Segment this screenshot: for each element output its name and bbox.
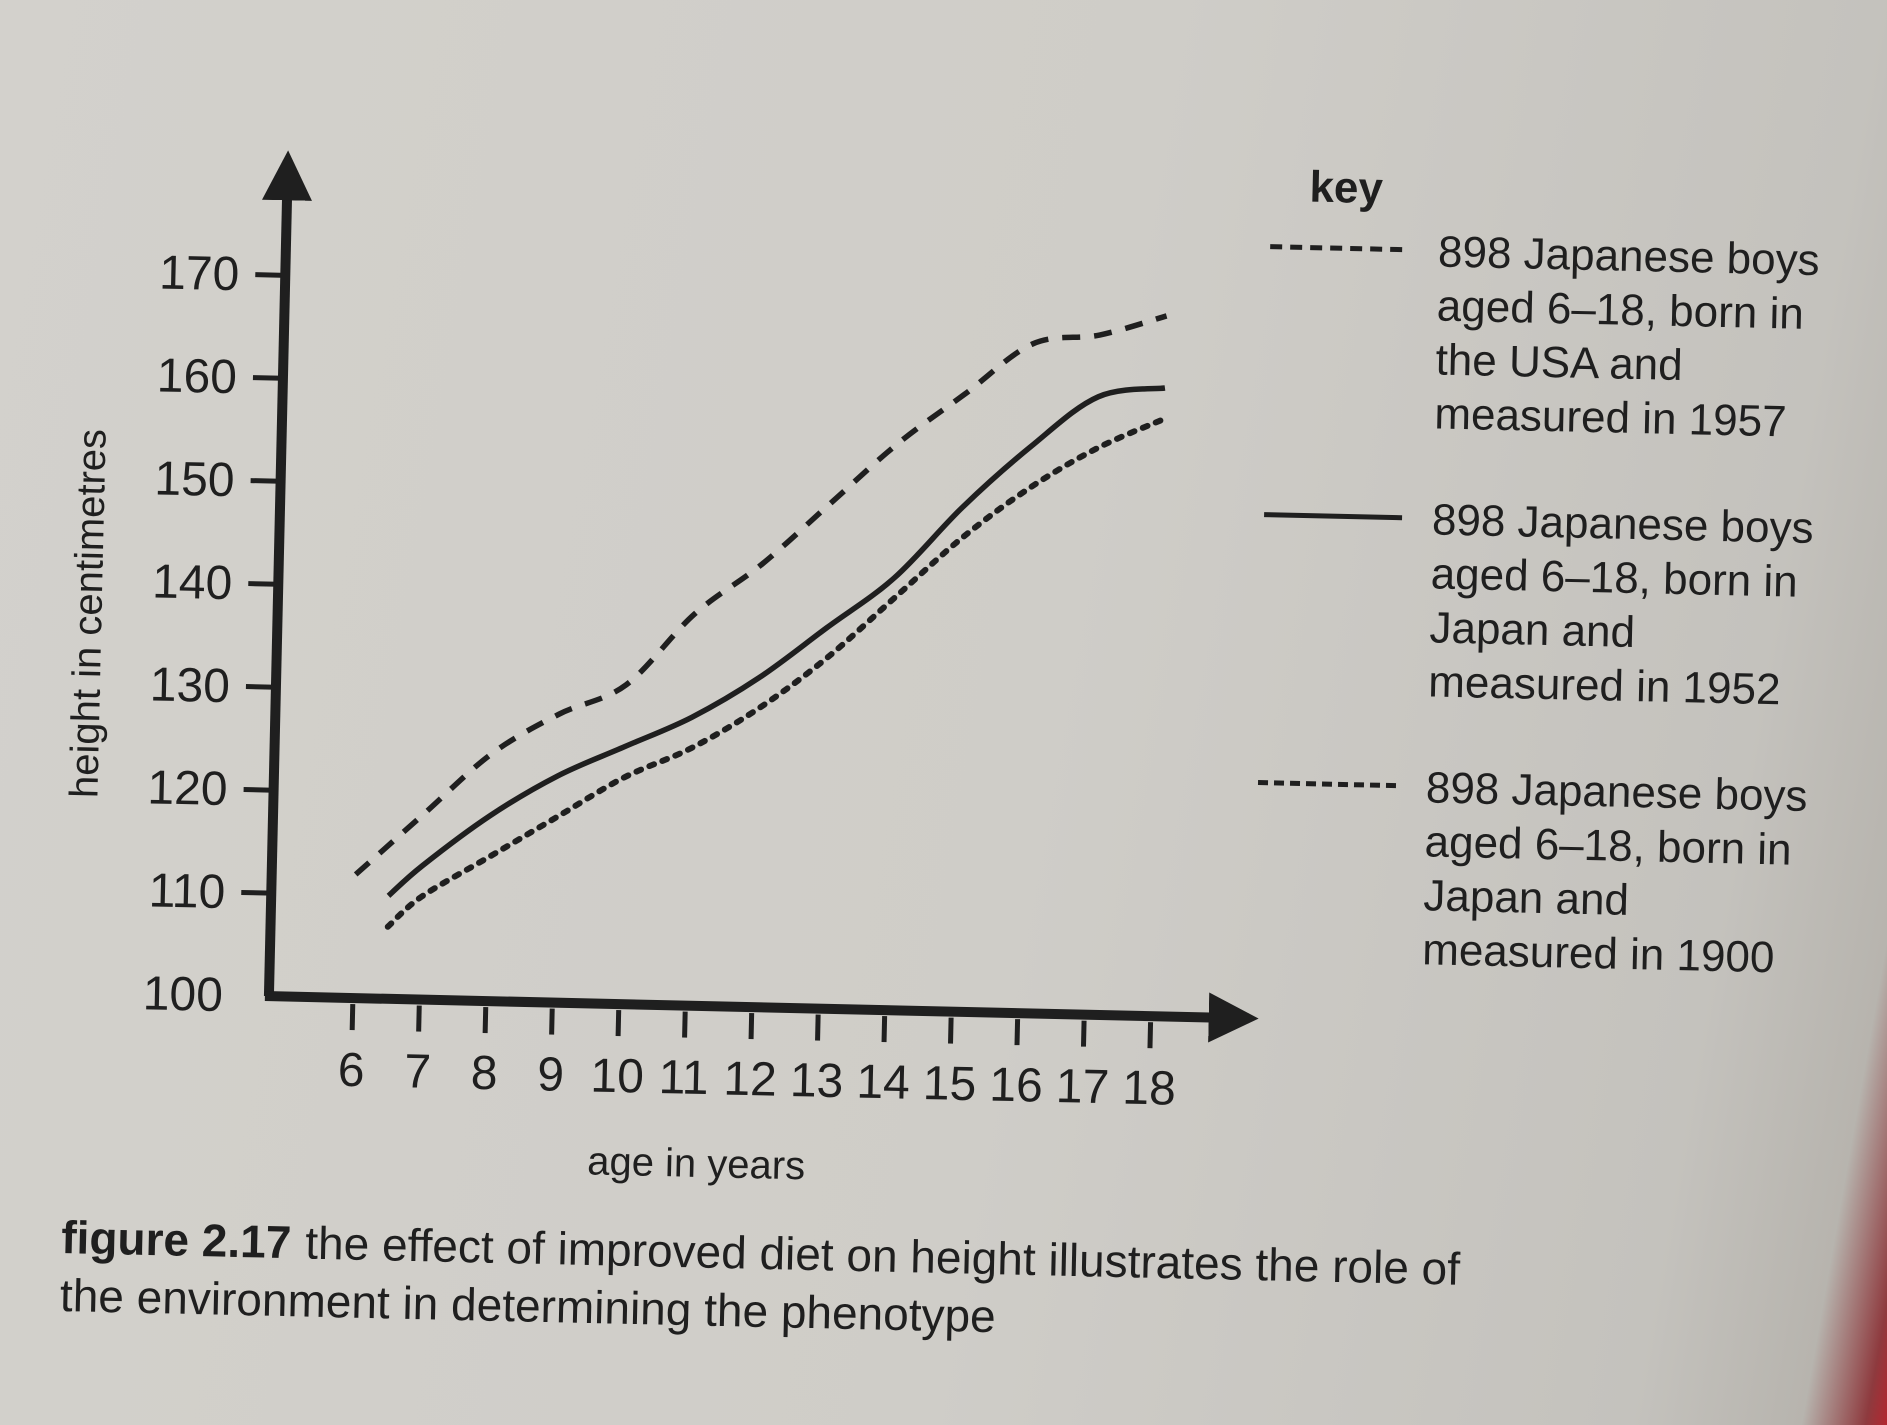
legend-label-2: 898 Japanese boys [1431,495,1814,553]
x-tick-mark [482,1007,489,1034]
x-tick-mark [349,1003,356,1031]
x-tick-mark [549,1008,555,1035]
x-tick-mark [615,1010,622,1037]
x-tick-mark [1147,1022,1154,1049]
legend-label-1: 898 Japanese boys [1438,227,1821,285]
legend-label-3: measured in 1900 [1422,925,1775,982]
y-tick-label: 130 [149,658,230,713]
x-tick-label: 9 [537,1048,565,1102]
y-tick-label: 160 [156,349,237,404]
x-tick-label: 12 [723,1052,778,1106]
x-tick-label: 7 [404,1045,432,1099]
x-tick-mark [416,1005,422,1032]
y-tick-label: 140 [152,555,233,610]
legend-label-1: the USA and [1435,335,1683,390]
legend-label-2: Japan and [1429,603,1636,657]
x-tick-label: 6 [337,1044,365,1098]
x-tick-mark [1080,1020,1087,1047]
y-tick-label: 170 [159,246,240,301]
y-tick-label: 150 [154,452,235,507]
x-tick-mark [948,1017,954,1044]
figure-number: figure 2.17 [60,1210,292,1269]
x-tick-label: 11 [658,1051,709,1105]
y-tick-label: 120 [147,761,228,816]
x-axis-label: age in years [587,1139,806,1188]
legend-label-1: measured in 1957 [1434,389,1787,446]
x-tick-label: 17 [1055,1060,1110,1114]
series-layer [353,313,1168,930]
x-tick-mark [682,1011,688,1038]
x-tick-mark [881,1016,888,1043]
y-axis-ticks: 100 110 120 130 140 150 160 170 [142,246,286,1022]
y-tick-label: 110 [148,864,226,919]
x-tick-label: 8 [470,1047,498,1101]
series-line-3 [384,415,1168,930]
legend-title: key [1309,163,1384,214]
y-tick-label: 100 [142,967,223,1022]
legend-label-3: 898 Japanese boys [1425,763,1808,821]
legend-label-3: Japan and [1423,871,1630,925]
x-tick-mark [815,1014,821,1041]
legend-label-2: aged 6–18, born in [1430,549,1798,606]
x-axis-ticks: 6 7 8 9 10 11 12 13 14 15 16 17 18 [337,1003,1177,1116]
x-axis-line [264,991,1259,1043]
x-tick-label: 16 [989,1059,1044,1113]
legend-label-3: aged 6–18, born in [1424,817,1792,874]
x-tick-label: 14 [856,1055,911,1109]
x-tick-label: 10 [590,1049,645,1103]
legend-swatch-2 [1264,512,1403,521]
legend-swatch-3 [1257,780,1397,789]
series-line-2 [386,385,1166,898]
legend-label-1: aged 6–18, born in [1436,281,1804,338]
series-line-1 [353,313,1168,877]
legend-label-2: measured in 1952 [1428,657,1781,714]
x-tick-mark [748,1013,755,1040]
y-axis-label: height in centimetres [62,428,114,798]
x-tick-label: 18 [1122,1062,1177,1116]
x-tick-mark [1014,1019,1021,1046]
legend-swatch-1 [1270,244,1409,253]
y-axis-line [261,150,312,997]
x-tick-label: 15 [922,1057,977,1111]
x-tick-label: 13 [789,1054,844,1108]
